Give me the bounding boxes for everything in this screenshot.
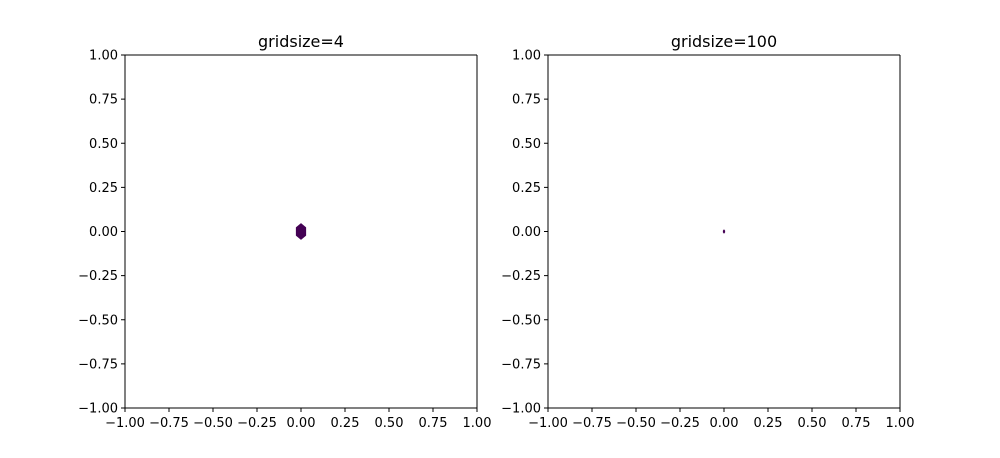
y-tick-label: 0.75	[89, 93, 118, 108]
y-tick-label: 0.00	[512, 225, 541, 240]
y-tick-label: 0.00	[89, 225, 118, 240]
x-tick-label: −0.50	[616, 416, 656, 431]
axes-2: −1.00 −0.75 −0.50 −0.25 0.00 0.25 0.50 0.75 1.00…	[501, 32, 914, 431]
y-tick-label: −0.50	[78, 313, 118, 328]
x-tick-label: 0.25	[331, 416, 360, 431]
x-tick-label: 0.00	[287, 416, 316, 431]
y-tick-label: −1.00	[78, 402, 118, 417]
y-tick-label: −0.25	[501, 269, 541, 284]
y-tick-label: 0.50	[512, 137, 541, 152]
x-tick-label: −1.00	[105, 416, 145, 431]
x-tick-label: 0.00	[710, 416, 739, 431]
hexbin-cell	[295, 223, 307, 240]
x-tick-label: 0.25	[754, 416, 783, 431]
x-tick-label: −0.25	[660, 416, 700, 431]
x-tick-label: 0.75	[842, 416, 871, 431]
x-tick-label: 0.50	[798, 416, 827, 431]
axes-1: −1.00 −0.75 −0.50 −0.25 0.00 0.25 0.50 0.75 1.00…	[78, 32, 491, 431]
x-tick-label: −0.75	[149, 416, 189, 431]
chart-title: gridsize=100	[671, 32, 777, 51]
y-tick-label: −1.00	[501, 402, 541, 417]
x-tick-label: −0.75	[572, 416, 612, 431]
y-tick-label: 0.25	[512, 181, 541, 196]
y-tick-label: −0.25	[78, 269, 118, 284]
x-tick-label: 0.50	[375, 416, 404, 431]
x-tick-label: −0.50	[193, 416, 233, 431]
y-tick-label: 0.50	[89, 137, 118, 152]
x-tick-label: 0.75	[419, 416, 448, 431]
y-tick-label: −0.50	[501, 313, 541, 328]
x-tick-label: 1.00	[886, 416, 915, 431]
y-tick-label: 0.75	[512, 93, 541, 108]
y-tick-label: 0.25	[89, 181, 118, 196]
y-tick-label: 1.00	[512, 49, 541, 64]
y-tick-label: −0.75	[501, 357, 541, 372]
y-tick-label: 1.00	[89, 49, 118, 64]
y-tick-label: −0.75	[78, 357, 118, 372]
x-tick-label: 1.00	[463, 416, 492, 431]
x-tick-label: −1.00	[528, 416, 568, 431]
x-tick-label: −0.25	[237, 416, 277, 431]
hexbin-cell	[722, 229, 726, 234]
chart-title: gridsize=4	[258, 32, 344, 51]
